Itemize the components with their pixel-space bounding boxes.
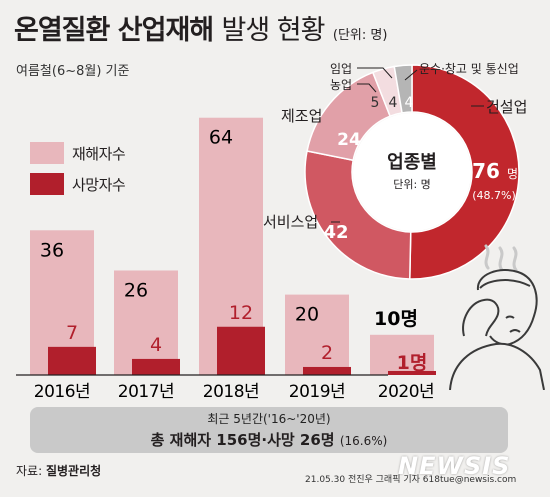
subtitle: 여름철(6~8월) 기준 bbox=[16, 64, 130, 79]
label-deaths-2: 12 bbox=[229, 302, 253, 324]
unit-label: (단위: 명) bbox=[332, 28, 388, 43]
bar-deaths-1 bbox=[132, 358, 180, 375]
title-normal: 발생 현황 bbox=[221, 15, 326, 46]
donut-center-title: 업종별 bbox=[387, 152, 437, 173]
slice-label-forestry: 임업 bbox=[330, 62, 352, 76]
donut-center-unit: 단위: 명 bbox=[393, 178, 431, 191]
label-deaths-1: 4 bbox=[150, 334, 162, 356]
slice-label-construction: 건설업 bbox=[486, 98, 527, 116]
source: 자료: 질병관리청 bbox=[16, 462, 101, 479]
label-injured-1: 26 bbox=[124, 279, 148, 301]
legend-item-deaths: 사망자수 bbox=[30, 173, 126, 195]
year-label-0: 2016년 bbox=[34, 382, 90, 402]
label-injured-4: 10명 bbox=[374, 308, 418, 330]
slice-unit-construction: 명 bbox=[507, 167, 518, 181]
slice-label-transport: 운수·창고 및 통신업 bbox=[419, 62, 519, 76]
slice-value-manufacturing: 24 bbox=[337, 130, 361, 150]
bar-deaths-2 bbox=[217, 326, 265, 375]
summary-box: 최근 5년간('16~'20년) 총 재해자 156명·사망 26명 (16.6… bbox=[30, 407, 508, 453]
slice-value-construction: 76 bbox=[472, 159, 500, 183]
legend-swatch-deaths bbox=[30, 173, 64, 195]
bar-injured-1 bbox=[114, 270, 178, 375]
slice-0 bbox=[409, 64, 520, 280]
legend-item-injured: 재해자수 bbox=[30, 142, 126, 164]
slice-label-service: 서비스업 bbox=[263, 213, 318, 231]
slice-percent-construction: (48.7%) bbox=[472, 189, 516, 202]
slice-label-manufacturing: 제조업 bbox=[281, 107, 322, 125]
summary-death-percent: (16.6%) bbox=[339, 434, 388, 448]
donut-hole bbox=[353, 113, 471, 231]
title-bold: 온열질환 산업재해 bbox=[14, 15, 214, 46]
newsis-logo: NEWSIS bbox=[398, 452, 511, 480]
summary-period: 최근 5년간('16~'20년) bbox=[207, 412, 331, 426]
year-label-1: 2017년 bbox=[118, 382, 174, 402]
bar-deaths-0 bbox=[48, 346, 96, 375]
label-injured-3: 20 bbox=[295, 304, 319, 326]
summary-totals-text: 총 재해자 156명·사망 26명 bbox=[150, 431, 335, 449]
label-injured-2: 64 bbox=[209, 127, 233, 149]
slice-value-other: 4 bbox=[389, 95, 398, 111]
bar-injured-4 bbox=[370, 334, 434, 375]
slice-value-service: 42 bbox=[323, 222, 348, 243]
year-label-3: 2019년 bbox=[289, 382, 345, 402]
legend-label-injured: 재해자수 bbox=[72, 144, 126, 163]
source-name: 질병관리청 bbox=[45, 464, 102, 478]
page-title: 온열질환 산업재해 발생 현황 (단위: 명) bbox=[14, 8, 387, 47]
credit: 21.05.30 전진우 그래픽 기자 618tue@newsis.com bbox=[305, 475, 517, 485]
slice-1 bbox=[304, 150, 412, 280]
label-deaths-4: 1명 bbox=[397, 352, 428, 374]
slice-value-agriculture: 5 bbox=[371, 95, 380, 111]
heat-person-illustration bbox=[449, 244, 545, 390]
slice-label-agriculture: 농업 bbox=[330, 78, 352, 92]
label-deaths-0: 7 bbox=[66, 322, 78, 344]
summary-totals: 총 재해자 156명·사망 26명 (16.6%) bbox=[30, 429, 508, 450]
label-deaths-3: 2 bbox=[321, 342, 333, 364]
legend-label-deaths: 사망자수 bbox=[72, 175, 126, 194]
bar-injured-3 bbox=[285, 294, 349, 375]
bar-deaths-3 bbox=[303, 366, 351, 375]
slice-value-transport: 4 bbox=[405, 95, 414, 111]
bar-deaths-4 bbox=[388, 370, 436, 375]
year-label-4: 2020년 bbox=[378, 382, 434, 402]
source-prefix: 자료: bbox=[16, 464, 43, 478]
slice-5 bbox=[393, 64, 413, 114]
legend: 재해자수 사망자수 bbox=[30, 142, 126, 204]
label-injured-0: 36 bbox=[40, 239, 64, 261]
legend-swatch-injured bbox=[30, 142, 64, 164]
year-label-2: 2018년 bbox=[203, 382, 259, 402]
